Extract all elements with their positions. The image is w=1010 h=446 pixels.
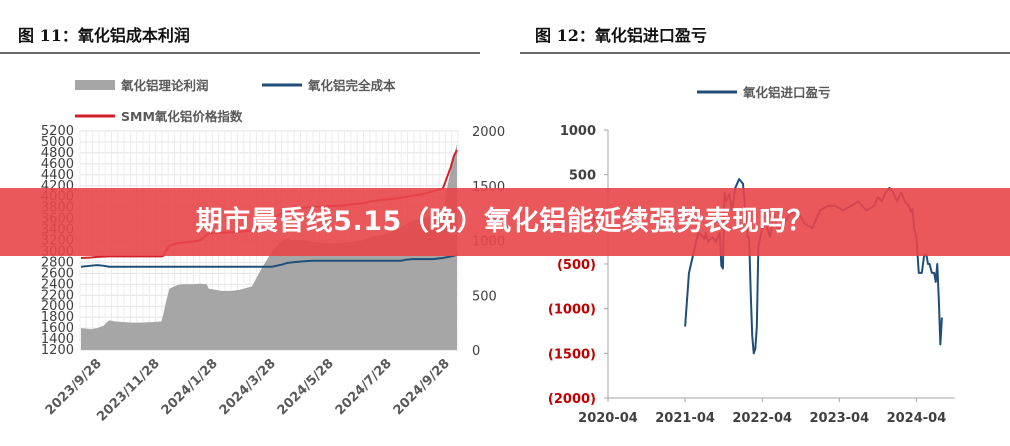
left-y-tick-label: 4600 [41, 157, 74, 172]
right-title-rule [520, 52, 1010, 54]
right-y-tick-label: (1500) [548, 347, 596, 362]
left-y-tick-label: 5200 [41, 124, 74, 139]
left-y-tick-label: 1400 [41, 332, 74, 347]
legend-profit-label: 氧化铝理论利润 [120, 78, 209, 93]
legend-profit-swatch [75, 80, 115, 90]
right-y-tick-label: 2000 [472, 125, 505, 140]
right-y-tick-label: (1000) [548, 303, 596, 318]
left-x-tick-label: 2023/11/28 [94, 356, 162, 424]
series-area-profit [81, 144, 457, 350]
legend-price-label: SMM氧化铝价格指数 [121, 109, 243, 124]
left-y-tick-label: 1200 [41, 343, 74, 358]
legend-cost-label: 氧化铝完全成本 [307, 78, 396, 93]
right-x-tick-label: 2024-04 [887, 411, 947, 426]
left-y-tick-label: 5000 [41, 135, 74, 150]
left-figure-title: 图 11：氧化铝成本利润 [18, 26, 190, 45]
left-y-tick-label: 2600 [41, 266, 74, 281]
left-x-tick-label: 2024/1/28 [159, 356, 221, 418]
left-y-tick-label: 2000 [41, 299, 74, 314]
right-x-tick-label: 2020-04 [578, 411, 638, 426]
left-y-tick-label: 1800 [41, 310, 74, 325]
left-y-tick-label: 2200 [41, 288, 74, 303]
left-y-tick-label: 2800 [41, 255, 74, 270]
headline-text: 期市晨昏线5.15（晚）氧化铝能延续强势表现吗？ [195, 206, 815, 237]
left-x-tick-label: 2024/3/28 [217, 356, 279, 418]
right-figure-title: 图 12：氧化铝进口盈亏 [535, 26, 707, 45]
right-y-tick-label: (500) [557, 258, 596, 273]
left-y-tick-label: 4400 [41, 168, 74, 183]
right-x-tick-label: 2022-04 [732, 411, 792, 426]
left-y-tick-label: 1600 [41, 321, 74, 336]
left-x-tick-label: 2023/9/28 [43, 356, 105, 418]
right-y-tick-label: 500 [472, 289, 497, 304]
right-y-tick-label: 0 [472, 344, 480, 359]
right-y-tick-label: 1000 [560, 124, 596, 139]
left-x-tick-label: 2024/9/28 [391, 356, 453, 418]
right-y-tick-label: 500 [569, 169, 596, 184]
right-x-tick-label: 2023-04 [809, 411, 869, 426]
right-x-tick-label: 2021-04 [655, 411, 715, 426]
right-y-tick-label: (2000) [548, 392, 596, 407]
headline-banner: 期市晨昏线5.15（晚）氧化铝能延续强势表现吗？ [0, 188, 1010, 256]
left-x-tick-label: 2024/5/28 [275, 356, 337, 418]
left-title-rule [0, 52, 480, 54]
legend-import-label: 氧化铝进口盈亏 [742, 85, 831, 100]
left-y-tick-label: 4800 [41, 146, 74, 161]
series-line-cost [80, 253, 458, 268]
left-x-tick-label: 2024/7/28 [333, 356, 395, 418]
left-y-tick-label: 2400 [41, 277, 74, 292]
